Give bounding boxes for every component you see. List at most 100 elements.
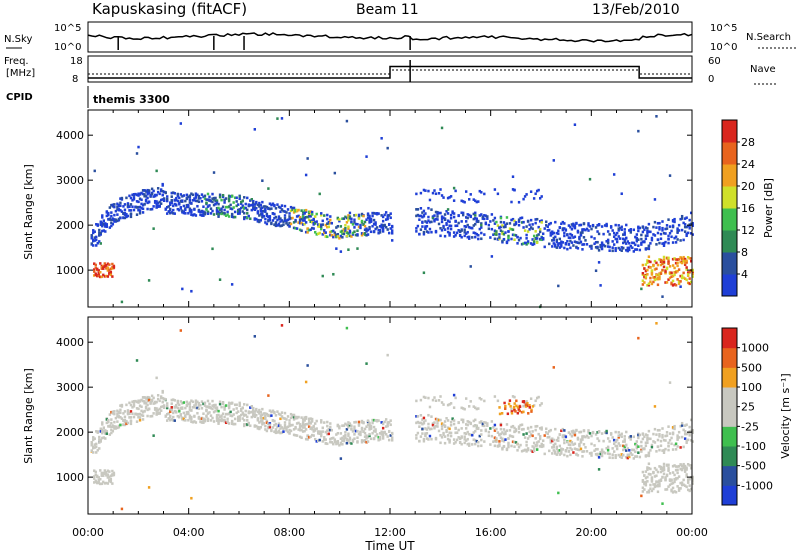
- power-cell: [427, 215, 430, 219]
- power-cell: [517, 238, 521, 242]
- velocity-cell: [463, 441, 466, 445]
- power-cell: [504, 231, 507, 234]
- power-cell: [351, 231, 355, 235]
- power-cell: [528, 228, 531, 231]
- velocity-cell: [492, 440, 495, 444]
- power-cell: [629, 244, 632, 248]
- velocity-cell: [277, 412, 281, 416]
- power-cell: [113, 203, 116, 206]
- velocity-cell: [682, 478, 685, 482]
- velocity-cell: [652, 483, 655, 486]
- power-cell: [309, 228, 312, 232]
- colorbar-segment: [722, 367, 737, 388]
- velocity-cell: [625, 444, 628, 447]
- velocity-cell: [229, 410, 232, 414]
- velocity-cell: [327, 427, 330, 431]
- velocity-cell: [437, 429, 441, 433]
- velocity-cell: [318, 432, 321, 436]
- velocity-cell: [614, 430, 617, 434]
- velocity-cell: [418, 425, 421, 428]
- velocity-cell: [652, 487, 655, 491]
- power-cell: [164, 191, 167, 194]
- power-cell: [622, 241, 625, 245]
- velocity-cell: [667, 441, 670, 445]
- noise-panel: N.Sky 10^5 10^0 10^5 10^0 N.Search: [4, 21, 796, 53]
- power-cell: [374, 221, 377, 224]
- velocity-cell: [110, 410, 113, 414]
- power-cell: [333, 171, 337, 175]
- velocity-cell: [338, 425, 341, 428]
- velocity-cell: [365, 362, 368, 365]
- power-cell: [182, 204, 186, 208]
- power-cell: [689, 232, 693, 235]
- power-cell: [224, 205, 228, 209]
- velocity-cell: [449, 402, 453, 405]
- power-cell: [372, 218, 376, 222]
- velocity-cell: [566, 446, 569, 450]
- velocity-cell: [236, 419, 240, 422]
- velocity-cell: [309, 435, 312, 439]
- power-cell: [587, 224, 590, 227]
- power-cell: [332, 235, 335, 239]
- velocity-cell: [481, 422, 485, 426]
- velocity-cell: [306, 422, 309, 426]
- power-cell: [102, 219, 105, 223]
- power-cell: [665, 224, 669, 227]
- power-cell: [166, 197, 169, 201]
- velocity-cell: [611, 436, 614, 439]
- power-cell: [422, 188, 426, 192]
- velocity-cell: [629, 438, 632, 441]
- power-cell: [543, 227, 546, 230]
- velocity-cell: [386, 424, 389, 428]
- power-cell: [520, 242, 524, 246]
- power-cell: [268, 218, 272, 222]
- power-cell: [339, 250, 343, 253]
- velocity-cell: [552, 445, 555, 449]
- power-cell: [103, 275, 107, 278]
- velocity-cell: [421, 422, 424, 426]
- power-cell: [419, 228, 423, 231]
- velocity-cell: [179, 329, 183, 332]
- power-cell: [375, 212, 379, 216]
- velocity-cell: [372, 429, 376, 433]
- power-cell: [443, 218, 447, 222]
- time-axis-labels: 00:00 04:00 08:00 12:00 16:00 20:00 00:00: [72, 526, 708, 539]
- power-cell: [194, 196, 198, 199]
- velocity-cell: [538, 445, 542, 448]
- power-cell: [94, 266, 97, 270]
- power-cell: [190, 192, 193, 196]
- power-cell: [172, 191, 175, 194]
- velocity-cell: [452, 422, 456, 426]
- velocity-cell: [256, 410, 260, 414]
- power-cell: [437, 222, 441, 226]
- velocity-cell: [119, 411, 122, 415]
- power-cell: [101, 229, 104, 233]
- power-cell: [297, 221, 300, 224]
- velocity-cell: [635, 446, 639, 450]
- velocity-cell: [342, 439, 346, 443]
- velocity-cell: [233, 417, 237, 421]
- velocity-cell: [472, 419, 475, 423]
- velocity-cell: [137, 399, 140, 403]
- power-cell: [384, 211, 388, 214]
- velocity-cell: [141, 414, 145, 418]
- velocity-cell: [655, 474, 658, 478]
- velocity-cell: [169, 414, 172, 418]
- power-cell: [634, 235, 637, 239]
- power-cell: [342, 232, 346, 236]
- power-cell: [563, 227, 566, 230]
- velocity-cell: [253, 415, 256, 419]
- power-cell: [134, 205, 137, 209]
- power-cell: [517, 200, 521, 204]
- power-cell: [575, 222, 578, 225]
- velocity-cell: [526, 447, 530, 450]
- power-cell: [106, 266, 110, 270]
- velocity-cell: [510, 411, 514, 415]
- power-cell: [526, 230, 530, 233]
- power-cell: [433, 189, 436, 192]
- power-cell: [107, 213, 110, 217]
- power-cell: [625, 223, 628, 227]
- velocity-cell: [246, 423, 249, 426]
- power-cell: [102, 229, 105, 232]
- power-cell: [658, 221, 661, 225]
